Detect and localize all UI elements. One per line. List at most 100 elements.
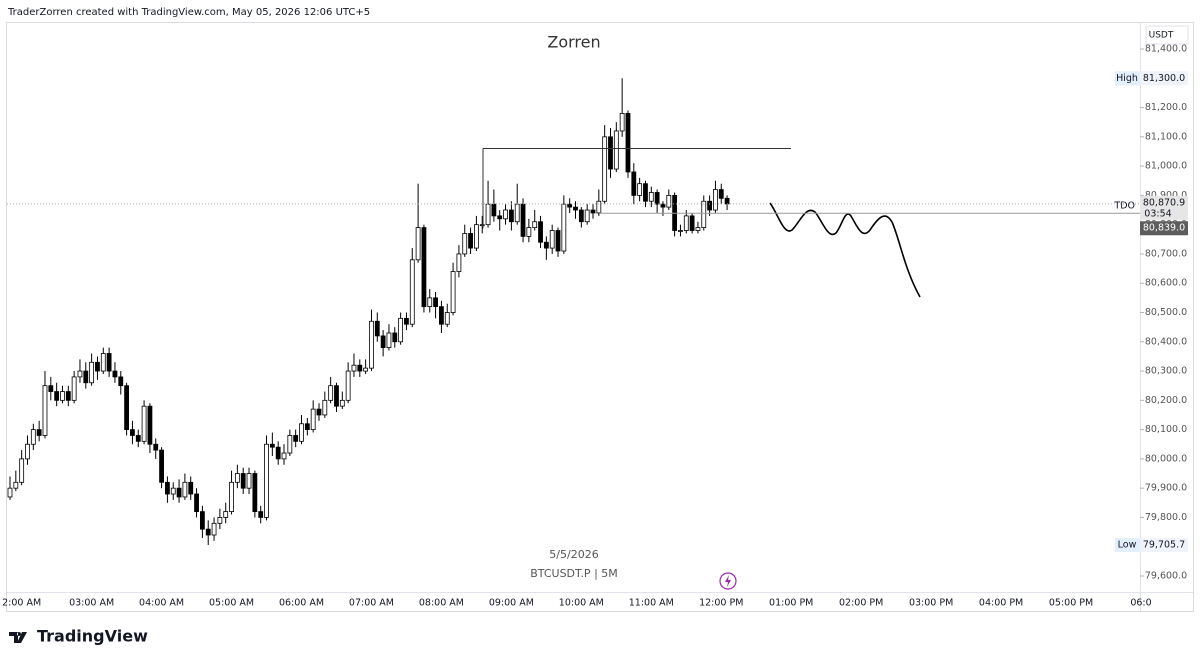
candle-body xyxy=(555,230,561,252)
candle-body xyxy=(584,209,590,223)
candle-body xyxy=(182,481,188,498)
y-tick-label: 81,000.0 xyxy=(1145,161,1187,172)
candle-body xyxy=(130,429,135,436)
candle-body xyxy=(65,391,71,401)
candle-body xyxy=(299,423,304,442)
x-tick-label: 03:00 AM xyxy=(69,598,114,609)
candle-body xyxy=(112,370,118,378)
chart-title: Zorren xyxy=(547,33,600,52)
candle-body xyxy=(590,209,596,214)
x-tick-label: 02:00 PM xyxy=(839,598,883,609)
x-tick-label: 04:00 AM xyxy=(139,598,184,609)
candle-body xyxy=(264,443,269,518)
candle-body xyxy=(275,446,281,460)
candle-body xyxy=(398,317,404,343)
candle-body xyxy=(77,370,83,378)
tdo-label: TDO xyxy=(1113,201,1135,212)
candle-body xyxy=(637,183,643,196)
candle-body xyxy=(543,241,549,249)
candle-body xyxy=(427,297,433,308)
candle-body xyxy=(153,443,159,451)
candle-body xyxy=(380,335,386,349)
candle-body xyxy=(444,312,450,325)
candle-body xyxy=(135,435,141,442)
candle-body xyxy=(421,227,427,308)
candle-body xyxy=(141,405,147,442)
candle-body xyxy=(625,113,631,173)
candle-body xyxy=(287,435,293,454)
candle-body xyxy=(25,443,30,460)
candle-body xyxy=(549,230,555,249)
watermark-symbol: BTCUSDT.P | 5M xyxy=(530,567,618,580)
candle-body xyxy=(176,487,182,498)
candle-body xyxy=(170,487,176,495)
candle-body xyxy=(707,200,712,211)
candle-body xyxy=(363,367,369,372)
candle-body xyxy=(159,449,164,483)
candle-body xyxy=(188,481,194,495)
candle-body xyxy=(240,473,246,489)
candle-body xyxy=(7,487,13,498)
y-tick-label: 81,400.0 xyxy=(1145,44,1187,55)
candle-body xyxy=(369,320,374,369)
candle-body xyxy=(404,317,409,325)
candle-body xyxy=(246,473,252,489)
y-tick-label: 79,600.0 xyxy=(1145,571,1187,582)
candle-body xyxy=(666,194,672,208)
candle-body xyxy=(42,385,48,436)
candle-body xyxy=(19,458,25,483)
candle-body xyxy=(462,233,468,255)
candle-body xyxy=(678,230,683,232)
y-tick-label: 80,100.0 xyxy=(1145,424,1187,435)
x-tick-label: 01:00 PM xyxy=(769,598,813,609)
x-tick-label: 05:00 PM xyxy=(1049,598,1093,609)
candle-body xyxy=(450,271,456,313)
candle-body xyxy=(339,399,345,407)
candle-body xyxy=(281,452,287,460)
candle-body xyxy=(660,203,666,208)
candle-body xyxy=(415,227,421,261)
currency-box xyxy=(1145,25,1189,45)
candle-body xyxy=(479,224,485,227)
candle-body xyxy=(473,224,479,249)
candle-body xyxy=(578,209,584,223)
candle-body xyxy=(433,297,438,308)
candle-body xyxy=(334,385,339,407)
candle-body xyxy=(374,320,380,337)
candle-body xyxy=(48,385,54,392)
watermark-date: 5/5/2026 xyxy=(549,548,598,561)
candle-body xyxy=(304,423,310,431)
candle-body xyxy=(561,203,567,252)
candle-body xyxy=(357,364,363,372)
candle-body xyxy=(13,481,19,489)
logo xyxy=(9,632,27,643)
candle-body xyxy=(608,136,613,170)
candle-body xyxy=(71,376,77,401)
candle-body xyxy=(491,203,497,217)
chart-frame xyxy=(6,22,1194,612)
y-tick-label: 81,200.0 xyxy=(1145,102,1187,113)
candle-body xyxy=(503,209,508,220)
event-icon-bolt xyxy=(725,575,731,587)
y-tick-label: 80,200.0 xyxy=(1145,395,1187,406)
candle-body xyxy=(165,481,170,495)
candle-body xyxy=(456,253,462,272)
candle-body xyxy=(654,192,660,205)
candle-body xyxy=(83,370,89,384)
x-tick-label: 05:00 AM xyxy=(209,598,254,609)
x-tick-label: 11:00 AM xyxy=(629,598,674,609)
high-value-box xyxy=(1140,71,1188,86)
candle-body xyxy=(724,197,730,205)
candle-body xyxy=(229,481,234,512)
candle-body xyxy=(508,209,514,223)
candle-body xyxy=(631,171,637,196)
candle-body xyxy=(100,353,106,372)
candle-body xyxy=(514,203,520,223)
candle-body xyxy=(322,399,328,416)
x-tick-label: 06:00 AM xyxy=(279,598,324,609)
candle-body xyxy=(392,332,398,343)
candle-body xyxy=(526,227,532,237)
y-tick-label: 80,300.0 xyxy=(1145,366,1187,377)
y-tick-label: 80,900.0 xyxy=(1145,190,1187,201)
